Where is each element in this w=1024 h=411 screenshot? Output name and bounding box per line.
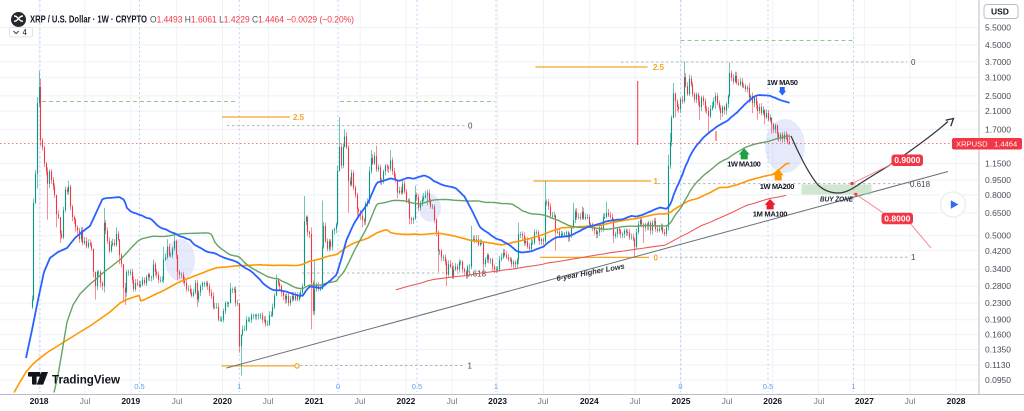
svg-text:Jul: Jul: [814, 396, 825, 406]
svg-text:Jul: Jul: [722, 396, 733, 406]
svg-text:0.0950: 0.0950: [985, 375, 1011, 385]
svg-text:0.5: 0.5: [412, 382, 422, 391]
svg-text:BUY ZONE: BUY ZONE: [820, 195, 853, 204]
svg-text:Jul: Jul: [263, 396, 274, 406]
svg-text:2.5: 2.5: [293, 113, 305, 122]
svg-text:0.1600: 0.1600: [985, 330, 1011, 340]
svg-text:Jul: Jul: [905, 396, 916, 406]
svg-text:1W MA200: 1W MA200: [760, 182, 795, 191]
svg-text:0.3400: 0.3400: [985, 264, 1011, 274]
svg-text:0.1130: 0.1130: [985, 360, 1011, 370]
svg-text:2020: 2020: [213, 396, 232, 406]
svg-text:0: 0: [336, 382, 340, 391]
svg-text:2025: 2025: [672, 396, 691, 406]
svg-text:2024: 2024: [580, 396, 599, 406]
svg-text:1: 1: [851, 382, 855, 391]
svg-text:3.7000: 3.7000: [985, 57, 1011, 67]
svg-text:Jul: Jul: [172, 396, 183, 406]
svg-text:0.618: 0.618: [910, 180, 931, 189]
svg-text:TradingView: TradingView: [52, 374, 121, 387]
svg-text:1.4464: 1.4464: [994, 140, 1017, 149]
svg-text:2.5000: 2.5000: [985, 91, 1011, 101]
svg-text:0.2300: 0.2300: [985, 298, 1011, 308]
svg-text:2.5: 2.5: [653, 63, 665, 72]
svg-text:1: 1: [911, 253, 916, 262]
svg-text:0.5: 0.5: [134, 382, 144, 391]
svg-text:XRP / U.S. Dollar · 1W · CRYPT: XRP / U.S. Dollar · 1W · CRYPTO: [30, 15, 147, 26]
svg-text:0.4200: 0.4200: [985, 246, 1011, 256]
svg-text:0.6500: 0.6500: [985, 208, 1011, 218]
svg-text:O1.4493 H1.6061 L1.4229 C1.446: O1.4493 H1.6061 L1.4229 C1.4464 −0.0029 …: [150, 14, 354, 24]
svg-text:Jul: Jul: [447, 396, 458, 406]
svg-text:1.1500: 1.1500: [985, 158, 1011, 168]
svg-text:1W MA50: 1W MA50: [767, 78, 798, 87]
svg-text:2018: 2018: [30, 396, 49, 406]
svg-text:0.5000: 0.5000: [985, 231, 1011, 241]
svg-text:0: 0: [468, 122, 473, 131]
svg-text:1: 1: [494, 382, 498, 391]
svg-text:Jul: Jul: [80, 396, 91, 406]
svg-text:1: 1: [654, 177, 659, 186]
svg-text:Jul: Jul: [538, 396, 549, 406]
svg-text:USD: USD: [991, 7, 1009, 17]
svg-text:Jul: Jul: [355, 396, 366, 406]
svg-text:3.1000: 3.1000: [985, 72, 1011, 82]
svg-text:1.7000: 1.7000: [985, 124, 1011, 134]
svg-text:2022: 2022: [396, 396, 415, 406]
svg-text:0.8000: 0.8000: [884, 214, 911, 223]
svg-text:2.1000: 2.1000: [985, 106, 1011, 116]
svg-text:1W MA100: 1W MA100: [727, 160, 761, 169]
svg-text:2019: 2019: [121, 396, 140, 406]
svg-text:0.2800: 0.2800: [985, 281, 1011, 291]
svg-text:1: 1: [237, 382, 241, 391]
svg-text:0.1900: 0.1900: [985, 315, 1011, 325]
svg-text:1: 1: [468, 362, 473, 371]
svg-text:0.1350: 0.1350: [985, 345, 1011, 355]
svg-text:4: 4: [23, 28, 28, 37]
svg-text:2027: 2027: [855, 396, 874, 406]
svg-text:0: 0: [678, 382, 682, 391]
svg-text:1M MA100: 1M MA100: [753, 210, 788, 219]
svg-text:0.9000: 0.9000: [894, 156, 921, 165]
svg-text:0.9500: 0.9500: [985, 175, 1011, 185]
svg-text:Jul: Jul: [630, 396, 641, 406]
svg-text:XRPUSD: XRPUSD: [956, 140, 988, 149]
svg-text:4.5000: 4.5000: [985, 40, 1011, 50]
svg-text:0.5: 0.5: [763, 382, 773, 391]
svg-text:2028: 2028: [947, 396, 966, 406]
svg-text:0: 0: [911, 58, 916, 67]
svg-text:2021: 2021: [305, 396, 324, 406]
svg-text:0.8000: 0.8000: [985, 190, 1011, 200]
svg-text:2023: 2023: [488, 396, 507, 406]
svg-text:0: 0: [654, 253, 659, 262]
svg-text:5.5000: 5.5000: [985, 22, 1011, 32]
svg-text:2026: 2026: [763, 396, 782, 406]
